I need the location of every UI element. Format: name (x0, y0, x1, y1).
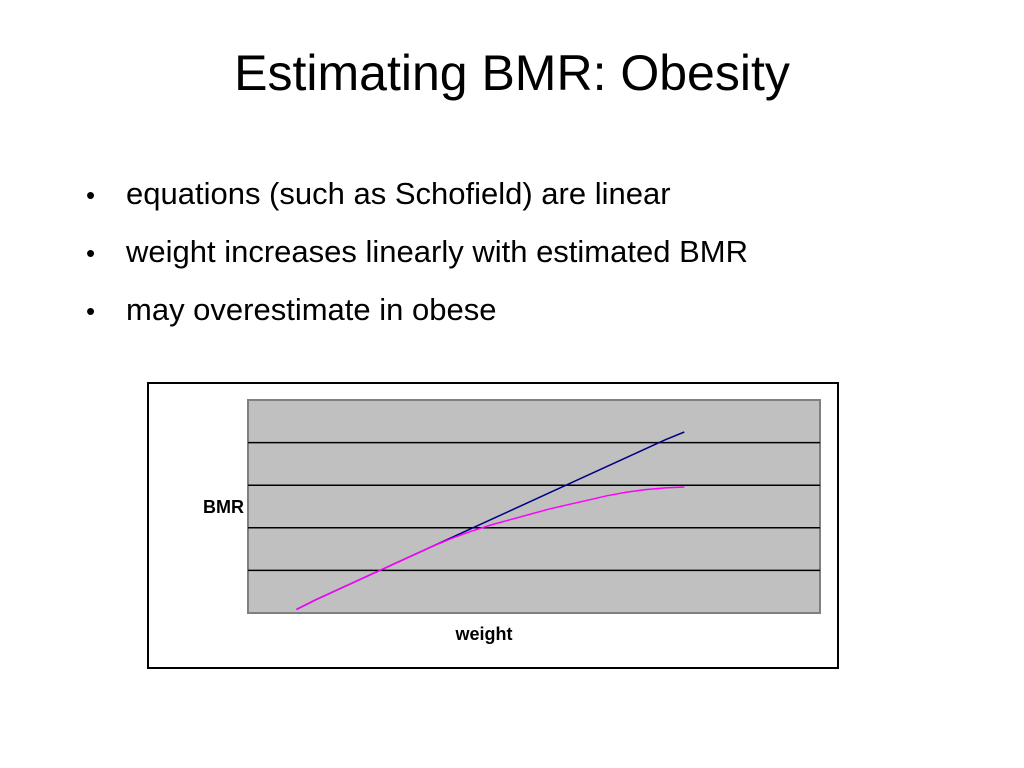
bullet-text: may overestimate in obese (126, 292, 497, 327)
bullet-icon: • (86, 180, 96, 210)
y-axis-label: BMR (203, 497, 244, 517)
bullet-icon: • (86, 238, 96, 268)
bullet-text: equations (such as Schofield) are linear (126, 176, 671, 211)
bullet-list: • equations (such as Schofield) are line… (86, 176, 748, 350)
bullet-text: weight increases linearly with estimated… (126, 234, 748, 269)
chart-frame: BMR weight (147, 382, 839, 669)
bmr-weight-line-chart: BMR weight (203, 399, 821, 644)
bullet-item: • equations (such as Schofield) are line… (86, 176, 748, 234)
plot-area (247, 399, 821, 614)
series-layer (296, 431, 685, 611)
bullet-item: • may overestimate in obese (86, 292, 748, 350)
series-line-2 (296, 486, 685, 611)
slide-title: Estimating BMR: Obesity (234, 45, 790, 101)
bullet-item: • weight increases linearly with estimat… (86, 234, 748, 292)
bullet-icon: • (86, 296, 96, 326)
x-axis-label: weight (455, 624, 513, 644)
gridlines (248, 441, 820, 572)
